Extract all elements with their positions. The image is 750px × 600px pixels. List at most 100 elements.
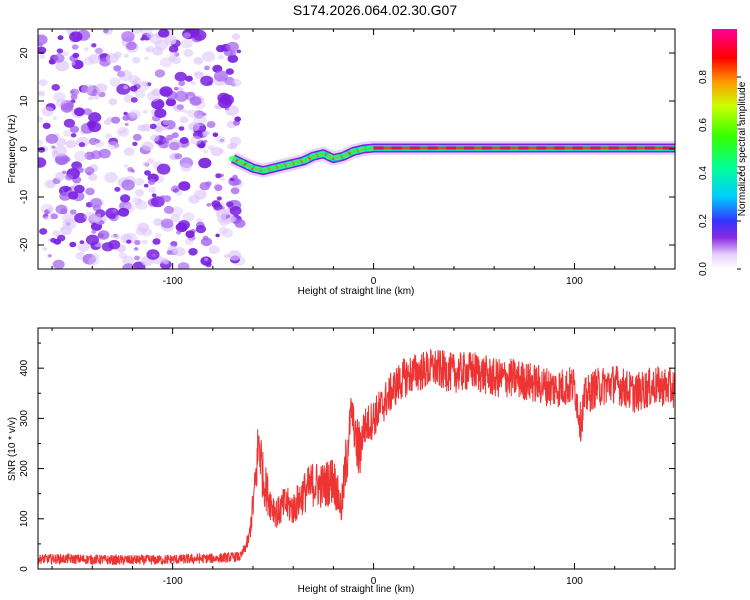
x-tick-label: 0 xyxy=(371,276,377,287)
noise-blob xyxy=(143,109,148,114)
noise-blob xyxy=(132,77,142,85)
noise-blob xyxy=(132,56,141,64)
noise-blob xyxy=(63,129,72,137)
noise-blob xyxy=(173,104,184,112)
noise-blob xyxy=(73,107,85,117)
y-tick-label: 100 xyxy=(19,510,30,527)
noise-blob xyxy=(146,46,155,53)
noise-blob xyxy=(199,72,204,77)
trace-blob xyxy=(245,163,253,170)
noise-blob xyxy=(137,124,147,132)
noise-blob xyxy=(174,153,183,160)
noise-blob xyxy=(214,184,223,192)
noise-blob xyxy=(39,228,48,235)
noise-blob xyxy=(118,69,133,82)
noise-blob xyxy=(200,75,214,87)
noise-blob xyxy=(219,138,225,143)
y-tick-label: 0 xyxy=(19,146,30,152)
snr-frame xyxy=(37,327,676,570)
noise-blob xyxy=(62,218,77,230)
noise-blob xyxy=(226,201,234,208)
noise-blob xyxy=(51,145,56,149)
noise-blob xyxy=(88,112,102,123)
noise-blob xyxy=(231,78,242,87)
noise-blob xyxy=(171,132,179,139)
noise-blob xyxy=(118,207,130,217)
noise-blob xyxy=(59,157,65,162)
noise-blob xyxy=(87,120,97,128)
spectrogram-ylabel: Frequency (Hz) xyxy=(7,115,18,184)
noise-blob xyxy=(124,122,129,126)
noise-blob xyxy=(236,49,242,54)
x-tick-label: 100 xyxy=(566,576,583,587)
noise-blob xyxy=(52,230,61,237)
snr-xlabel: Height of straight line (km) xyxy=(298,584,415,595)
noise-blob xyxy=(47,207,54,213)
noise-blob xyxy=(38,116,44,123)
y-tick-label: 10 xyxy=(19,95,30,107)
chart-title: S174.2026.064.02.30.G07 xyxy=(292,2,458,18)
noise-blob xyxy=(170,51,177,58)
noise-blob xyxy=(120,194,131,203)
noise-blob xyxy=(149,123,157,130)
noise-blob xyxy=(193,57,203,65)
noise-blob xyxy=(83,108,93,116)
noise-blob xyxy=(131,80,138,86)
colorbar-tick-label: 0.2 xyxy=(698,214,709,228)
noise-blob xyxy=(97,230,110,240)
noise-blob xyxy=(55,60,70,72)
noise-blob xyxy=(63,118,75,128)
noise-blob xyxy=(68,191,79,200)
y-tick-label: 20 xyxy=(19,47,30,59)
noise-blob xyxy=(189,96,202,106)
noise-blob xyxy=(185,230,195,238)
noise-blob xyxy=(178,126,185,131)
noise-blob xyxy=(74,150,88,162)
noise-blob xyxy=(85,234,100,246)
noise-blob xyxy=(70,94,78,100)
noise-blob xyxy=(126,239,132,244)
noise-blob xyxy=(74,184,85,194)
noise-blob xyxy=(152,253,157,257)
noise-blob xyxy=(230,187,240,195)
trace-blob xyxy=(228,155,237,162)
y-tick-label: 200 xyxy=(19,460,30,477)
noise-blob xyxy=(212,132,219,138)
noise-blob xyxy=(190,80,196,86)
noise-blob xyxy=(92,89,98,94)
noise-blob xyxy=(193,72,199,76)
noise-blob xyxy=(94,139,105,148)
noise-blob xyxy=(135,200,148,211)
noise-blob xyxy=(65,174,74,181)
noise-blob xyxy=(153,218,164,227)
noise-blob xyxy=(232,174,238,180)
noise-blob xyxy=(227,54,238,63)
noise-blob xyxy=(113,65,122,72)
noise-blob xyxy=(91,229,97,234)
noise-blob xyxy=(60,102,74,113)
noise-blob xyxy=(178,80,186,87)
noise-blob xyxy=(208,245,220,254)
noise-blob xyxy=(109,77,121,87)
noise-blob xyxy=(228,216,237,223)
noise-blob xyxy=(69,209,77,215)
noise-blob xyxy=(202,149,208,154)
noise-blob xyxy=(162,257,168,263)
noise-blob xyxy=(180,38,193,49)
noise-blob xyxy=(158,29,170,38)
noise-blob xyxy=(226,41,239,52)
noise-blob xyxy=(152,238,161,245)
noise-blob xyxy=(119,130,123,134)
colorbar-gradient xyxy=(712,29,737,269)
noise-blob xyxy=(234,116,242,122)
trace-blob xyxy=(365,145,374,152)
noise-blob xyxy=(135,226,147,236)
noise-blob xyxy=(123,164,128,168)
noise-blob xyxy=(220,177,225,181)
noise-blob xyxy=(84,211,96,221)
noise-blob xyxy=(146,32,154,39)
noise-blob xyxy=(121,129,127,134)
noise-blob xyxy=(117,126,130,137)
noise-blob xyxy=(206,202,212,207)
